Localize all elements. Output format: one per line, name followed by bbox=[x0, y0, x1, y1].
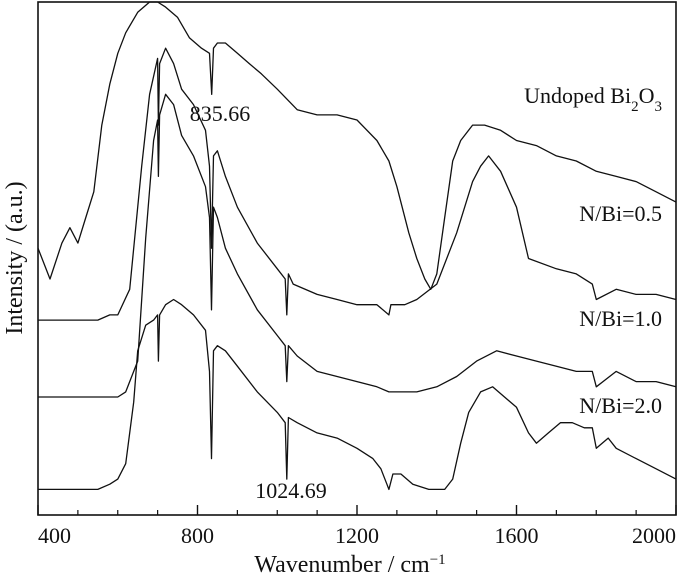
series-label-nbi-2-0: N/Bi=2.0 bbox=[579, 393, 662, 418]
peak-annotation-1024: 1024.69 bbox=[255, 478, 327, 503]
series-label-nbi-0-5: N/Bi=0.5 bbox=[579, 201, 662, 226]
series-label-undoped: Undoped Bi2O3 bbox=[524, 83, 662, 115]
x-tick-label: 800 bbox=[181, 523, 214, 548]
series-nbi-0-5 bbox=[38, 47, 677, 321]
x-tick-label: 2000 bbox=[632, 523, 676, 548]
x-axis-ticks: 400 800 1200 1600 2000 bbox=[37, 505, 677, 548]
peak-annotation-835: 835.66 bbox=[190, 101, 251, 126]
x-axis-title: Wavenumber / cm−1 bbox=[254, 552, 445, 578]
x-tick-label: 400 bbox=[38, 523, 71, 548]
plot-frame bbox=[37, 1, 677, 516]
x-tick-label: 1200 bbox=[335, 523, 379, 548]
series-nbi-1-0 bbox=[38, 93, 677, 398]
series-layer bbox=[37, 1, 677, 491]
x-tick-label: 1600 bbox=[495, 523, 539, 548]
series-nbi-2-0 bbox=[38, 298, 677, 491]
y-axis-title: Intensity / (a.u.) bbox=[2, 181, 28, 334]
series-label-nbi-1-0: N/Bi=1.0 bbox=[579, 306, 662, 331]
series-undoped-bi2o3 bbox=[37, 1, 677, 290]
